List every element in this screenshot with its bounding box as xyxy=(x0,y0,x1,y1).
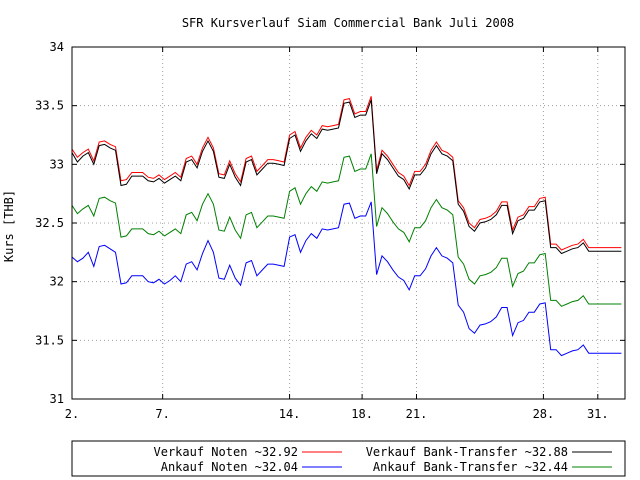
legend-entry: Ankauf Bank-Transfer ~32.44 xyxy=(373,460,612,474)
x-tick-label: 2. xyxy=(65,407,79,421)
legend-box xyxy=(71,440,626,477)
y-tick-label: 31 xyxy=(50,392,64,406)
x-tick-label: 21. xyxy=(406,407,428,421)
legend-label: Ankauf Noten ~32.04 xyxy=(161,460,298,474)
chart-title: SFR Kursverlauf Siam Commercial Bank Jul… xyxy=(182,16,514,30)
series-line-1 xyxy=(71,96,622,251)
legend-entry: Verkauf Bank-Transfer ~32.88 xyxy=(366,445,612,459)
x-tick-label: 18. xyxy=(351,407,373,421)
y-axis-label: Kurs [THB] xyxy=(2,190,16,262)
legend: Verkauf Noten ~32.92 Verkauf Bank-Transfe… xyxy=(154,445,612,474)
y-tick-label: 32 xyxy=(50,275,64,289)
series-line-2 xyxy=(71,99,622,255)
x-tick-label: 7. xyxy=(155,407,169,421)
axis-ticks: 31 31.5 32 32.5 33 33.5 34 2. 7. 14. 18. 21. 28. 31. xyxy=(35,40,625,421)
series-line-3 xyxy=(71,153,622,307)
y-tick-label: 31.5 xyxy=(35,333,64,347)
x-tick-label: 28. xyxy=(533,407,555,421)
legend-entry: Verkauf Noten ~32.92 xyxy=(154,445,342,459)
legend-label: Ankauf Bank-Transfer ~32.44 xyxy=(373,460,568,474)
legend-label: Verkauf Noten ~32.92 xyxy=(154,445,299,459)
x-tick-label: 14. xyxy=(279,407,301,421)
y-tick-label: 34 xyxy=(50,40,64,54)
y-tick-label: 32.5 xyxy=(35,216,64,230)
x-tick-label: 31. xyxy=(587,407,609,421)
legend-entry: Ankauf Noten ~32.04 xyxy=(161,460,342,474)
series-line-4 xyxy=(71,201,622,357)
y-tick-label: 33 xyxy=(50,157,64,171)
grid xyxy=(72,47,625,399)
legend-label: Verkauf Bank-Transfer ~32.88 xyxy=(366,445,568,459)
series-lines xyxy=(71,96,622,357)
y-tick-label: 33.5 xyxy=(35,99,64,113)
